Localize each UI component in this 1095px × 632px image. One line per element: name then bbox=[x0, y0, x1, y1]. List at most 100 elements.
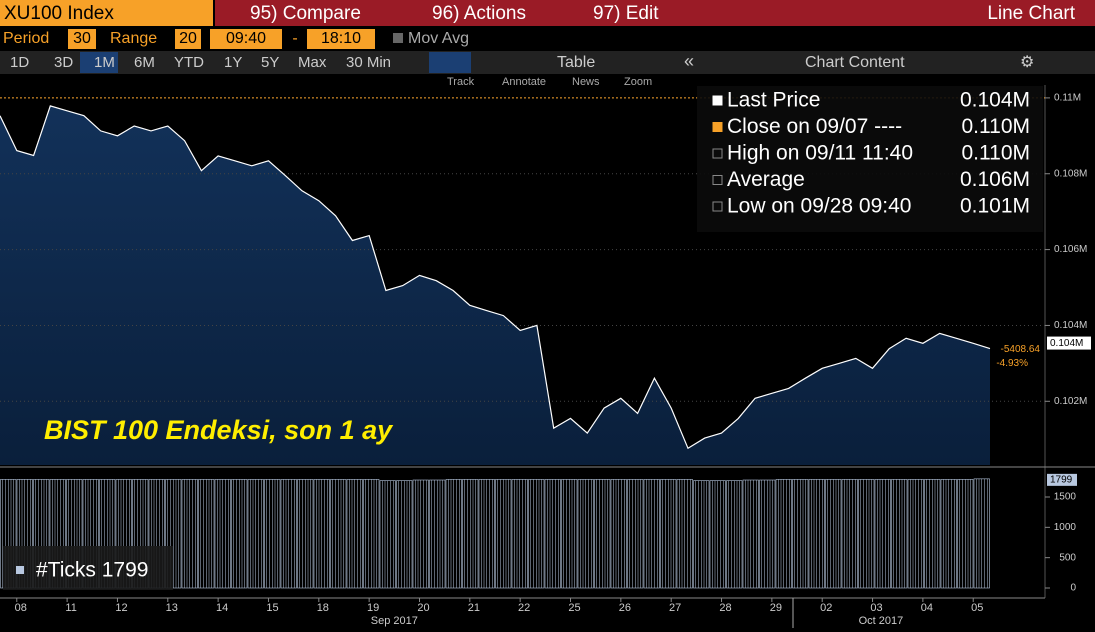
menu-compare[interactable]: 95) Compare bbox=[250, 3, 361, 24]
x-tick-label: 28 bbox=[719, 602, 731, 614]
x-tick-label: 05 bbox=[971, 602, 983, 614]
x-tick-label: 21 bbox=[468, 602, 480, 614]
y-tick-label: 0 bbox=[1070, 583, 1076, 594]
range-box[interactable] bbox=[175, 29, 201, 49]
ticks-legend-marker bbox=[16, 566, 24, 574]
legend-value: 0.101M bbox=[960, 195, 1030, 218]
x-tick-label: 02 bbox=[820, 602, 832, 614]
range-selected bbox=[80, 52, 118, 73]
x-tick-label: 18 bbox=[317, 602, 329, 614]
legend-label: Last Price bbox=[727, 89, 820, 112]
x-tick-label: 04 bbox=[921, 602, 933, 614]
range-label: Range bbox=[110, 30, 157, 47]
area bbox=[0, 105, 990, 466]
menu-actions[interactable]: 96) Actions bbox=[432, 3, 526, 24]
x-tick-label: 29 bbox=[770, 602, 782, 614]
period: 30 bbox=[73, 30, 91, 47]
ticker: XU100 Index bbox=[4, 3, 114, 24]
legend-marker bbox=[712, 175, 723, 185]
month-label: Sep 2017 bbox=[371, 615, 418, 627]
y-tick-label: 500 bbox=[1059, 552, 1076, 563]
x-tick-label: 13 bbox=[166, 602, 178, 614]
mov-avg-check[interactable] bbox=[393, 33, 403, 43]
legend-value: 0.110M bbox=[962, 142, 1031, 165]
menu-edit[interactable]: 97) Edit bbox=[593, 3, 659, 24]
y-tick-label: 0.102M bbox=[1054, 396, 1087, 407]
last-price-label: 0.104M bbox=[1050, 338, 1083, 349]
start-box[interactable] bbox=[210, 29, 282, 49]
x-tick-label: 20 bbox=[417, 602, 429, 614]
x-tick-label: 22 bbox=[518, 602, 530, 614]
legend-label: Average bbox=[727, 168, 805, 191]
x-tick-label: 19 bbox=[367, 602, 379, 614]
legend-value: 0.110M bbox=[962, 115, 1031, 138]
legend-value: 0.104M bbox=[960, 89, 1030, 112]
range-button[interactable]: 3D bbox=[54, 54, 73, 71]
x-tick-label: 11 bbox=[65, 602, 76, 614]
last-ticks-label: 1799 bbox=[1050, 474, 1073, 485]
ticks-legend-box bbox=[3, 546, 173, 590]
x-tick-label: 27 bbox=[669, 602, 681, 614]
annotation: BIST 100 Endeksi, son 1 ay bbox=[44, 415, 394, 445]
legend-box bbox=[697, 86, 1043, 232]
y-tick-label: 0.11M bbox=[1054, 93, 1081, 104]
dash: - bbox=[292, 30, 297, 47]
legend-label: High on 09/11 11:40 bbox=[727, 142, 913, 165]
period-label: Period bbox=[3, 30, 49, 47]
settings[interactable]: ⚙ bbox=[1020, 54, 1034, 71]
range-button[interactable]: YTD bbox=[174, 54, 204, 71]
range-button[interactable]: Max bbox=[298, 54, 327, 71]
collapse[interactable]: « bbox=[684, 51, 694, 71]
change-pct: -4.93% bbox=[996, 358, 1028, 369]
legend-marker bbox=[712, 122, 723, 132]
legend-value: 0.106M bbox=[960, 168, 1030, 191]
x-tick-label: 08 bbox=[15, 602, 27, 614]
start: 09:40 bbox=[226, 30, 266, 47]
y-tick-label: 0.106M bbox=[1054, 244, 1087, 255]
change: -5408.64 bbox=[1001, 344, 1041, 355]
menu-bar bbox=[215, 0, 1095, 26]
range-button[interactable]: 1D bbox=[10, 54, 29, 71]
x-tick-label: 15 bbox=[266, 602, 278, 614]
range-button[interactable]: 30 Min bbox=[346, 54, 391, 71]
x-tick-label: 14 bbox=[216, 602, 228, 614]
tool[interactable]: News bbox=[572, 76, 600, 88]
range-button[interactable]: 6M bbox=[134, 54, 155, 71]
ticks-legend: #Ticks 1799 bbox=[36, 559, 148, 582]
end: 18:10 bbox=[321, 30, 361, 47]
tool[interactable]: Zoom bbox=[624, 76, 652, 88]
legend-marker bbox=[712, 201, 723, 212]
last-ticks-box bbox=[1047, 473, 1077, 486]
range-button[interactable]: 1Y bbox=[224, 54, 242, 71]
last-price-box bbox=[1047, 336, 1091, 350]
period-box[interactable] bbox=[68, 29, 96, 49]
tool[interactable]: Track bbox=[447, 76, 475, 88]
y-tick-label: 1500 bbox=[1054, 492, 1077, 503]
legend-label: Low on 09/28 09:40 bbox=[727, 195, 912, 218]
legend-label: Close on 09/07 ---- bbox=[727, 115, 902, 138]
line-tool[interactable] bbox=[429, 52, 471, 73]
range-button[interactable]: 1M bbox=[94, 54, 115, 71]
y-tick-label: 1000 bbox=[1054, 522, 1077, 533]
chart-content[interactable]: Chart Content bbox=[805, 54, 905, 71]
legend-marker bbox=[712, 95, 723, 106]
range-button[interactable]: 5Y bbox=[261, 54, 279, 71]
month-label: Oct 2017 bbox=[859, 615, 904, 627]
y-tick-label: 0.108M bbox=[1054, 168, 1087, 179]
end-box[interactable] bbox=[307, 29, 375, 49]
legend-marker bbox=[712, 148, 723, 159]
chart-kind: Line Chart bbox=[987, 3, 1075, 24]
toolbar bbox=[0, 51, 1095, 74]
range: 20 bbox=[179, 30, 197, 47]
x-tick-label: 26 bbox=[619, 602, 631, 614]
y-tick-label: 0.104M bbox=[1054, 320, 1087, 331]
x-tick-label: 25 bbox=[568, 602, 580, 614]
ticker-box bbox=[0, 0, 213, 26]
tool[interactable]: Annotate bbox=[502, 76, 546, 88]
mov-avg: Mov Avg bbox=[408, 30, 469, 47]
x-tick-label: 12 bbox=[115, 602, 127, 614]
price-line bbox=[0, 105, 991, 450]
table-button[interactable]: Table bbox=[557, 54, 595, 71]
